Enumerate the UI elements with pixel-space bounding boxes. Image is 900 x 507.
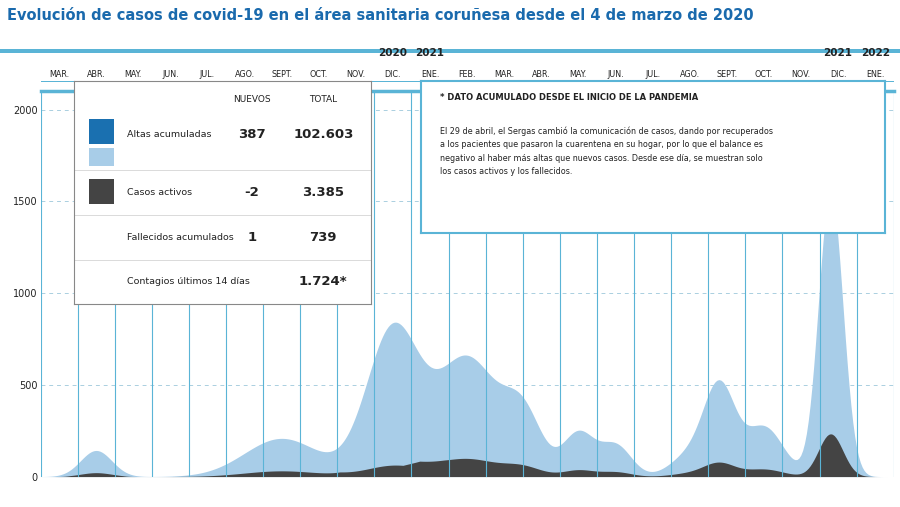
Text: NUEVOS: NUEVOS bbox=[233, 94, 271, 103]
Text: ENE.: ENE. bbox=[866, 69, 885, 79]
Text: MAY.: MAY. bbox=[124, 69, 142, 79]
Bar bbox=[88, 148, 114, 166]
Text: -2: -2 bbox=[245, 186, 259, 199]
Text: Altas acumuladas: Altas acumuladas bbox=[127, 130, 212, 139]
Text: TOTAL: TOTAL bbox=[310, 94, 338, 103]
Text: 2020: 2020 bbox=[378, 48, 408, 58]
Text: JUL.: JUL. bbox=[200, 69, 215, 79]
Text: JUN.: JUN. bbox=[162, 69, 178, 79]
Bar bbox=[88, 179, 114, 204]
Text: * DATO ACUMULADO DESDE EL INICIO DE LA PANDEMIA: * DATO ACUMULADO DESDE EL INICIO DE LA P… bbox=[440, 93, 698, 102]
Text: DIC.: DIC. bbox=[384, 69, 401, 79]
Text: JUN.: JUN. bbox=[608, 69, 624, 79]
Bar bbox=[88, 119, 114, 143]
Text: AGO.: AGO. bbox=[235, 69, 255, 79]
Text: JUL.: JUL. bbox=[645, 69, 660, 79]
Text: 2021: 2021 bbox=[824, 48, 852, 58]
Text: MAY.: MAY. bbox=[570, 69, 587, 79]
Text: ABR.: ABR. bbox=[86, 69, 105, 79]
Text: 3.385: 3.385 bbox=[302, 186, 345, 199]
Text: Fallecidos acumulados: Fallecidos acumulados bbox=[127, 233, 234, 242]
Text: Contagios últimos 14 días: Contagios últimos 14 días bbox=[127, 277, 250, 286]
Text: NOV.: NOV. bbox=[791, 69, 811, 79]
Text: OCT.: OCT. bbox=[310, 69, 328, 79]
Text: ENE.: ENE. bbox=[421, 69, 439, 79]
Text: AGO.: AGO. bbox=[680, 69, 699, 79]
Text: 2022: 2022 bbox=[860, 48, 890, 58]
Text: El 29 de abril, el Sergas cambió la comunicación de casos, dando por recuperados: El 29 de abril, el Sergas cambió la comu… bbox=[440, 127, 773, 176]
Text: 1.724*: 1.724* bbox=[299, 275, 347, 288]
Text: NOV.: NOV. bbox=[346, 69, 365, 79]
Text: 2021: 2021 bbox=[416, 48, 445, 58]
Text: SEPT.: SEPT. bbox=[271, 69, 292, 79]
Text: OCT.: OCT. bbox=[755, 69, 773, 79]
Text: DIC.: DIC. bbox=[830, 69, 846, 79]
Text: SEPT.: SEPT. bbox=[716, 69, 737, 79]
Text: 739: 739 bbox=[310, 231, 337, 244]
Text: MAR.: MAR. bbox=[49, 69, 69, 79]
Text: ABR.: ABR. bbox=[532, 69, 551, 79]
Text: 102.603: 102.603 bbox=[293, 128, 354, 141]
Text: MAR.: MAR. bbox=[494, 69, 514, 79]
Text: Evolución de casos de covid-19 en el área sanitaria coruñesa desde el 4 de marzo: Evolución de casos de covid-19 en el áre… bbox=[7, 8, 754, 23]
Text: FEB.: FEB. bbox=[458, 69, 476, 79]
Text: 387: 387 bbox=[238, 128, 266, 141]
Text: Casos activos: Casos activos bbox=[127, 188, 193, 197]
Text: 1: 1 bbox=[248, 231, 256, 244]
